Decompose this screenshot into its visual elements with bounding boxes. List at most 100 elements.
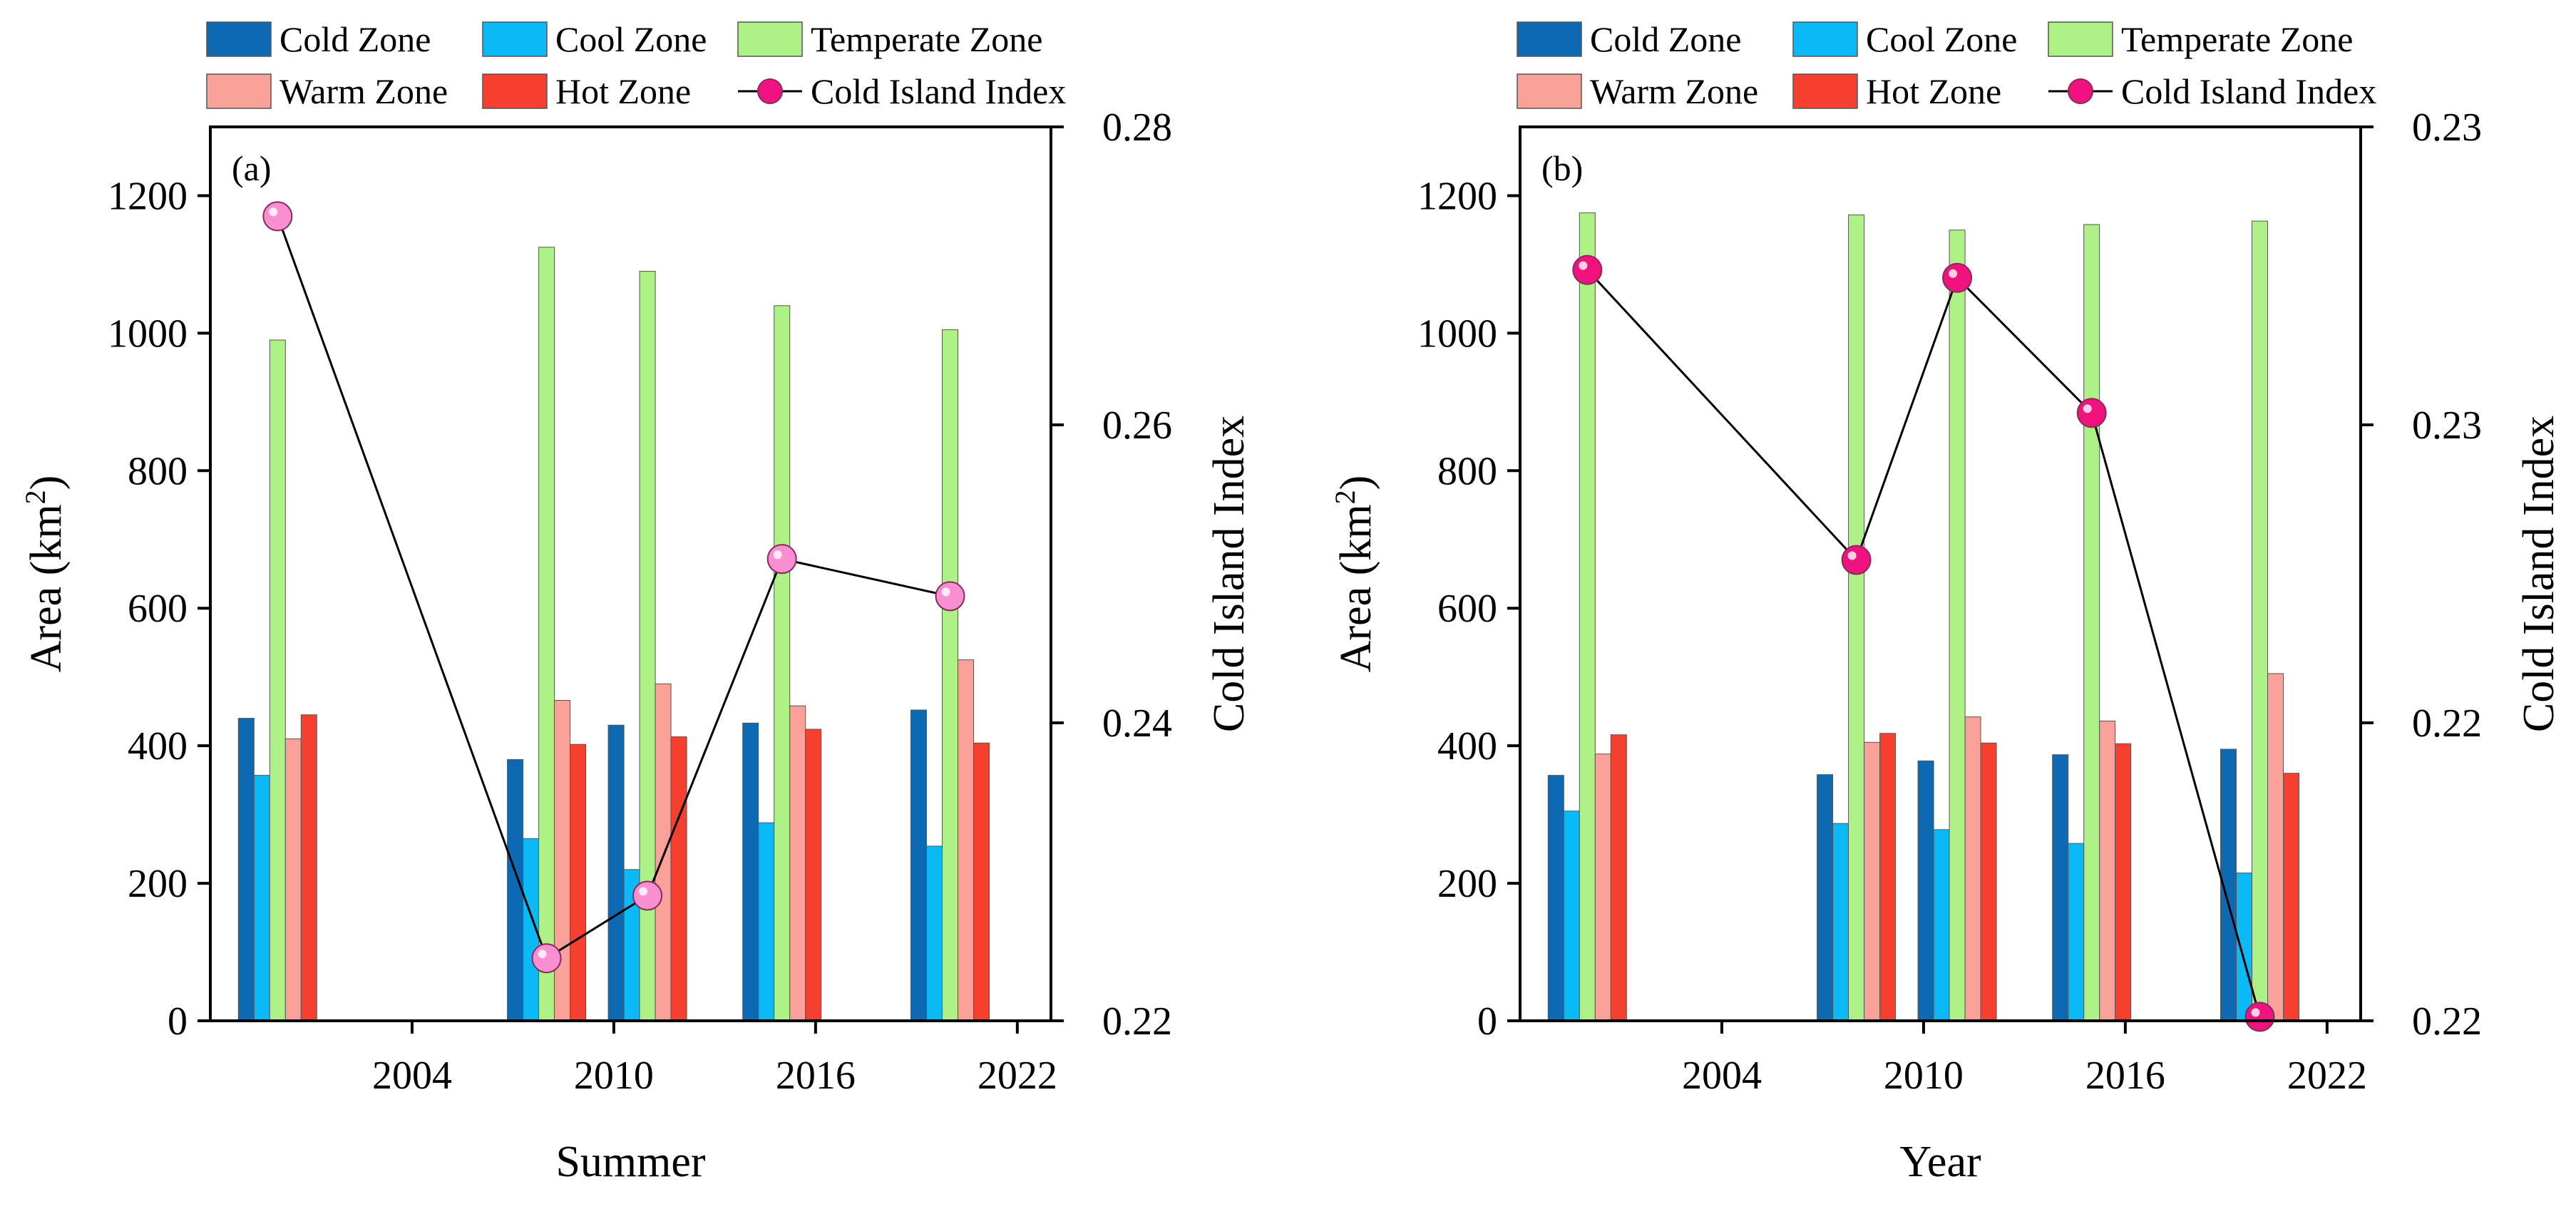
plot-frame <box>209 125 1052 1022</box>
bar-cold-zone <box>607 724 625 1022</box>
y-tick-label: 600 <box>1437 587 1497 631</box>
bar-cold-zone <box>1817 774 1834 1022</box>
y-tick-label: 1000 <box>1417 312 1497 356</box>
bar-warm-zone <box>1594 753 1611 1022</box>
x-tick-label: 2022 <box>977 1054 1057 1098</box>
x-tick-label: 2016 <box>776 1054 856 1098</box>
legend-label: Temperate Zone <box>2121 19 2354 59</box>
bar-temperate-zone <box>269 339 286 1022</box>
cold-island-index-point-highlight <box>1949 269 1958 278</box>
cold-island-index-point-highlight <box>1579 261 1588 270</box>
x-axis-label: Summer <box>555 1138 705 1186</box>
bar-warm-zone <box>2267 673 2284 1022</box>
cold-island-index-point <box>1841 545 1872 575</box>
cold-island-index-point <box>632 880 663 911</box>
x-tick-label: 2004 <box>372 1054 452 1098</box>
bar-cool-zone <box>2236 873 2253 1022</box>
cold-island-index-point-highlight <box>2083 404 2092 413</box>
bar-temperate-zone <box>2083 224 2100 1022</box>
cold-island-index-point <box>1942 262 1973 293</box>
x-tick-label: 2004 <box>1682 1054 1762 1098</box>
legend-swatch-temperate <box>737 21 803 57</box>
bar-cool-zone <box>926 845 943 1022</box>
y-axis-label-close: ) <box>1332 475 1380 490</box>
y2-tick-label: 0.22 <box>2412 999 2482 1044</box>
y2-axis-label: Cold Island Index <box>2515 416 2563 732</box>
cold-island-index-point <box>262 201 293 232</box>
bar-warm-zone <box>958 659 975 1022</box>
plot-frame <box>1519 125 2362 1022</box>
bar-temperate-zone <box>1949 230 1966 1022</box>
legend-swatch-warm <box>206 73 272 109</box>
legend-swatch-hot <box>1792 73 1858 109</box>
y2-tick-label: 0.23 <box>2412 403 2482 448</box>
bar-hot-zone <box>670 736 687 1022</box>
panel-label: (a) <box>232 148 272 188</box>
bar-cold-zone <box>1917 760 1934 1022</box>
x-tick-label: 2010 <box>574 1054 654 1098</box>
bar-temperate-zone <box>774 305 791 1022</box>
x-tick-label: 2022 <box>2287 1054 2367 1098</box>
bar-temperate-zone <box>538 247 555 1022</box>
y2-axis-label: Cold Island Index <box>1205 416 1253 732</box>
bar-warm-zone <box>655 683 672 1022</box>
cold-island-index-point <box>766 544 797 575</box>
legend-swatch-cold <box>1517 21 1582 57</box>
legend-label: Hot Zone <box>555 71 691 111</box>
y-axis-label-text: Area (km <box>22 504 71 672</box>
cold-island-index-point <box>1572 254 1603 285</box>
bar-warm-zone <box>1864 741 1881 1022</box>
y2-tick-label: 0.22 <box>1102 999 1172 1044</box>
bar-cold-zone <box>507 758 524 1022</box>
legend-label: Cold Zone <box>1590 19 1741 59</box>
bar-cool-zone <box>758 822 775 1022</box>
cold-island-index-point <box>935 581 965 612</box>
legend-label: Cool Zone <box>555 19 707 59</box>
chart-panel-a: 0 200 400 600 800 1000 1200 0.22 0.24 0.26 0.28 200… <box>19 19 1254 1186</box>
bar-hot-zone <box>2283 773 2300 1022</box>
legend-label: Temperate Zone <box>811 19 1043 59</box>
legend-swatch-cool <box>482 21 548 57</box>
cold-island-index-point-highlight <box>538 950 547 959</box>
legend-swatch-cool <box>1792 21 1858 57</box>
chart-panel-b: 0 200 400 600 800 1000 1200 0.22 0.22 0.23 0.23 200… <box>1329 19 2564 1186</box>
y-axis-label-sup: 2 <box>19 490 51 504</box>
legend-swatch-warm <box>1517 73 1582 109</box>
legend-marker-index <box>757 78 783 104</box>
y-axis-label: Area (km2) <box>1329 475 1381 673</box>
legend-marker-index <box>2068 78 2093 104</box>
y-axis-label: Area (km2) <box>19 475 71 673</box>
y2-tick-label: 0.28 <box>1102 106 1172 150</box>
y-tick-label: 200 <box>1437 862 1497 906</box>
y-tick-label: 1200 <box>1417 174 1497 218</box>
cold-island-index-point-highlight <box>1847 551 1857 560</box>
y-axis-label-text: Area (km <box>1332 504 1380 672</box>
legend-swatch-temperate <box>2048 21 2113 57</box>
bar-hot-zone <box>1980 742 1997 1022</box>
bar-warm-zone <box>789 705 806 1022</box>
y-tick-label: 400 <box>128 724 188 768</box>
cold-island-index-point <box>531 943 562 974</box>
cold-island-index-point-highlight <box>269 207 278 217</box>
bar-cool-zone <box>1832 823 1849 1022</box>
bar-warm-zone <box>1964 716 1981 1022</box>
cold-island-index-point-highlight <box>773 550 782 560</box>
bar-temperate-zone <box>2252 220 2269 1022</box>
y2-tick-label: 0.23 <box>2412 106 2482 150</box>
bar-cool-zone <box>253 775 270 1022</box>
bar-cool-zone <box>2068 843 2085 1022</box>
y-tick-label: 400 <box>1437 724 1497 768</box>
bar-hot-zone <box>1879 733 1897 1022</box>
cold-island-index-point-highlight <box>639 887 648 896</box>
y-tick-label: 1000 <box>108 312 188 356</box>
bar-cool-zone <box>1563 811 1580 1022</box>
x-tick-label: 2016 <box>2085 1054 2165 1098</box>
bar-warm-zone <box>2099 720 2116 1022</box>
bar-hot-zone <box>300 714 317 1022</box>
legend-label: Cold Island Index <box>811 71 1066 111</box>
bar-temperate-zone <box>1848 214 1865 1022</box>
bar-hot-zone <box>1610 734 1627 1022</box>
y-tick-label: 1200 <box>108 174 188 218</box>
y2-tick-label: 0.22 <box>2412 701 2482 746</box>
legend-label: Cool Zone <box>1866 19 2017 59</box>
